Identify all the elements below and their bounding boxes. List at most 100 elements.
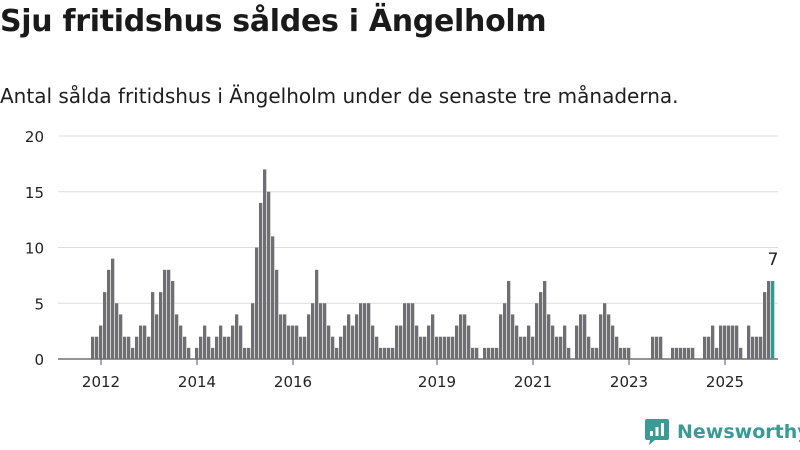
- bar: [219, 325, 223, 359]
- bar: [731, 325, 735, 359]
- bar: [503, 303, 507, 359]
- bar: [515, 325, 519, 359]
- bar: [583, 314, 587, 359]
- bar: [551, 325, 555, 359]
- bar: [507, 280, 511, 359]
- bar: [295, 325, 299, 359]
- bar: [283, 314, 287, 359]
- bar: [167, 269, 171, 359]
- bar-chart: 0 5 10 15 20 2012 2014 2016 2019 2021 2023 2025 7: [25, 128, 779, 391]
- bar: [391, 347, 395, 359]
- bar: [767, 280, 771, 359]
- bar: [399, 325, 403, 359]
- x-tick-label: 2019: [418, 373, 456, 391]
- bar: [719, 325, 723, 359]
- bar: [179, 325, 183, 359]
- chart-subtitle: Antal sålda fritidshus i Ängelholm under…: [0, 84, 679, 108]
- bar: [311, 303, 315, 359]
- bar: [99, 325, 103, 359]
- bar: [159, 292, 163, 359]
- bar: [431, 314, 435, 359]
- bar: [535, 303, 539, 359]
- bar: [343, 325, 347, 359]
- bar: [231, 325, 235, 359]
- bar: [459, 314, 463, 359]
- bar: [267, 191, 271, 359]
- bar: [491, 347, 495, 359]
- bar: [339, 336, 343, 359]
- bar: [271, 236, 275, 359]
- bar: [199, 336, 203, 359]
- bar: [563, 325, 567, 359]
- brand-logo: Newsworthy: [644, 418, 800, 446]
- bar: [255, 247, 259, 359]
- bar: [575, 325, 579, 359]
- bar: [139, 325, 143, 359]
- bar: [211, 347, 215, 359]
- bar: [527, 325, 531, 359]
- last-value-label: 7: [768, 250, 779, 270]
- newsworthy-icon: [645, 419, 669, 445]
- bar: [579, 314, 583, 359]
- bar: [263, 169, 267, 359]
- bar: [715, 347, 719, 359]
- bar: [751, 336, 755, 359]
- bar: [359, 303, 363, 359]
- bar: [615, 336, 619, 359]
- bar: [203, 325, 207, 359]
- bar: [119, 314, 123, 359]
- bar: [735, 325, 739, 359]
- bar: [611, 325, 615, 359]
- bar: [627, 347, 631, 359]
- bar: [395, 325, 399, 359]
- bar-highlight: [771, 280, 775, 359]
- bar: [215, 336, 219, 359]
- bar: [207, 336, 211, 359]
- bar: [291, 325, 295, 359]
- chart-title: Sju fritidshus såldes i Ängelholm: [0, 4, 547, 39]
- bar: [447, 336, 451, 359]
- bar: [375, 336, 379, 359]
- bar: [555, 336, 559, 359]
- bar: [95, 336, 99, 359]
- bar: [487, 347, 491, 359]
- bar: [319, 303, 323, 359]
- bar: [279, 314, 283, 359]
- x-tick-label: 2023: [610, 373, 648, 391]
- bar: [451, 336, 455, 359]
- x-tick-label: 2021: [514, 373, 552, 391]
- bar: [135, 336, 139, 359]
- x-tick-label: 2012: [82, 373, 120, 391]
- bar: [691, 347, 695, 359]
- brand-name: Newsworthy: [677, 421, 800, 443]
- bar: [407, 303, 411, 359]
- bar: [567, 347, 571, 359]
- y-tick-label: 15: [25, 184, 44, 202]
- bar: [523, 336, 527, 359]
- bar: [727, 325, 731, 359]
- bar: [275, 269, 279, 359]
- bar: [703, 336, 707, 359]
- y-tick-label: 0: [34, 351, 44, 369]
- bar: [655, 336, 659, 359]
- bar: [531, 336, 535, 359]
- bar: [155, 314, 159, 359]
- bar: [91, 336, 95, 359]
- bar: [423, 336, 427, 359]
- bar: [171, 280, 175, 359]
- bar: [387, 347, 391, 359]
- bar: [475, 347, 479, 359]
- bar: [323, 303, 327, 359]
- bar: [763, 292, 767, 359]
- bar: [495, 347, 499, 359]
- bar: [307, 314, 311, 359]
- bar: [603, 303, 607, 359]
- bar: [247, 347, 251, 359]
- bar: [483, 347, 487, 359]
- bar: [347, 314, 351, 359]
- bar: [619, 347, 623, 359]
- bar: [435, 336, 439, 359]
- x-tick-label: 2014: [178, 373, 216, 391]
- bar: [543, 280, 547, 359]
- bar: [711, 325, 715, 359]
